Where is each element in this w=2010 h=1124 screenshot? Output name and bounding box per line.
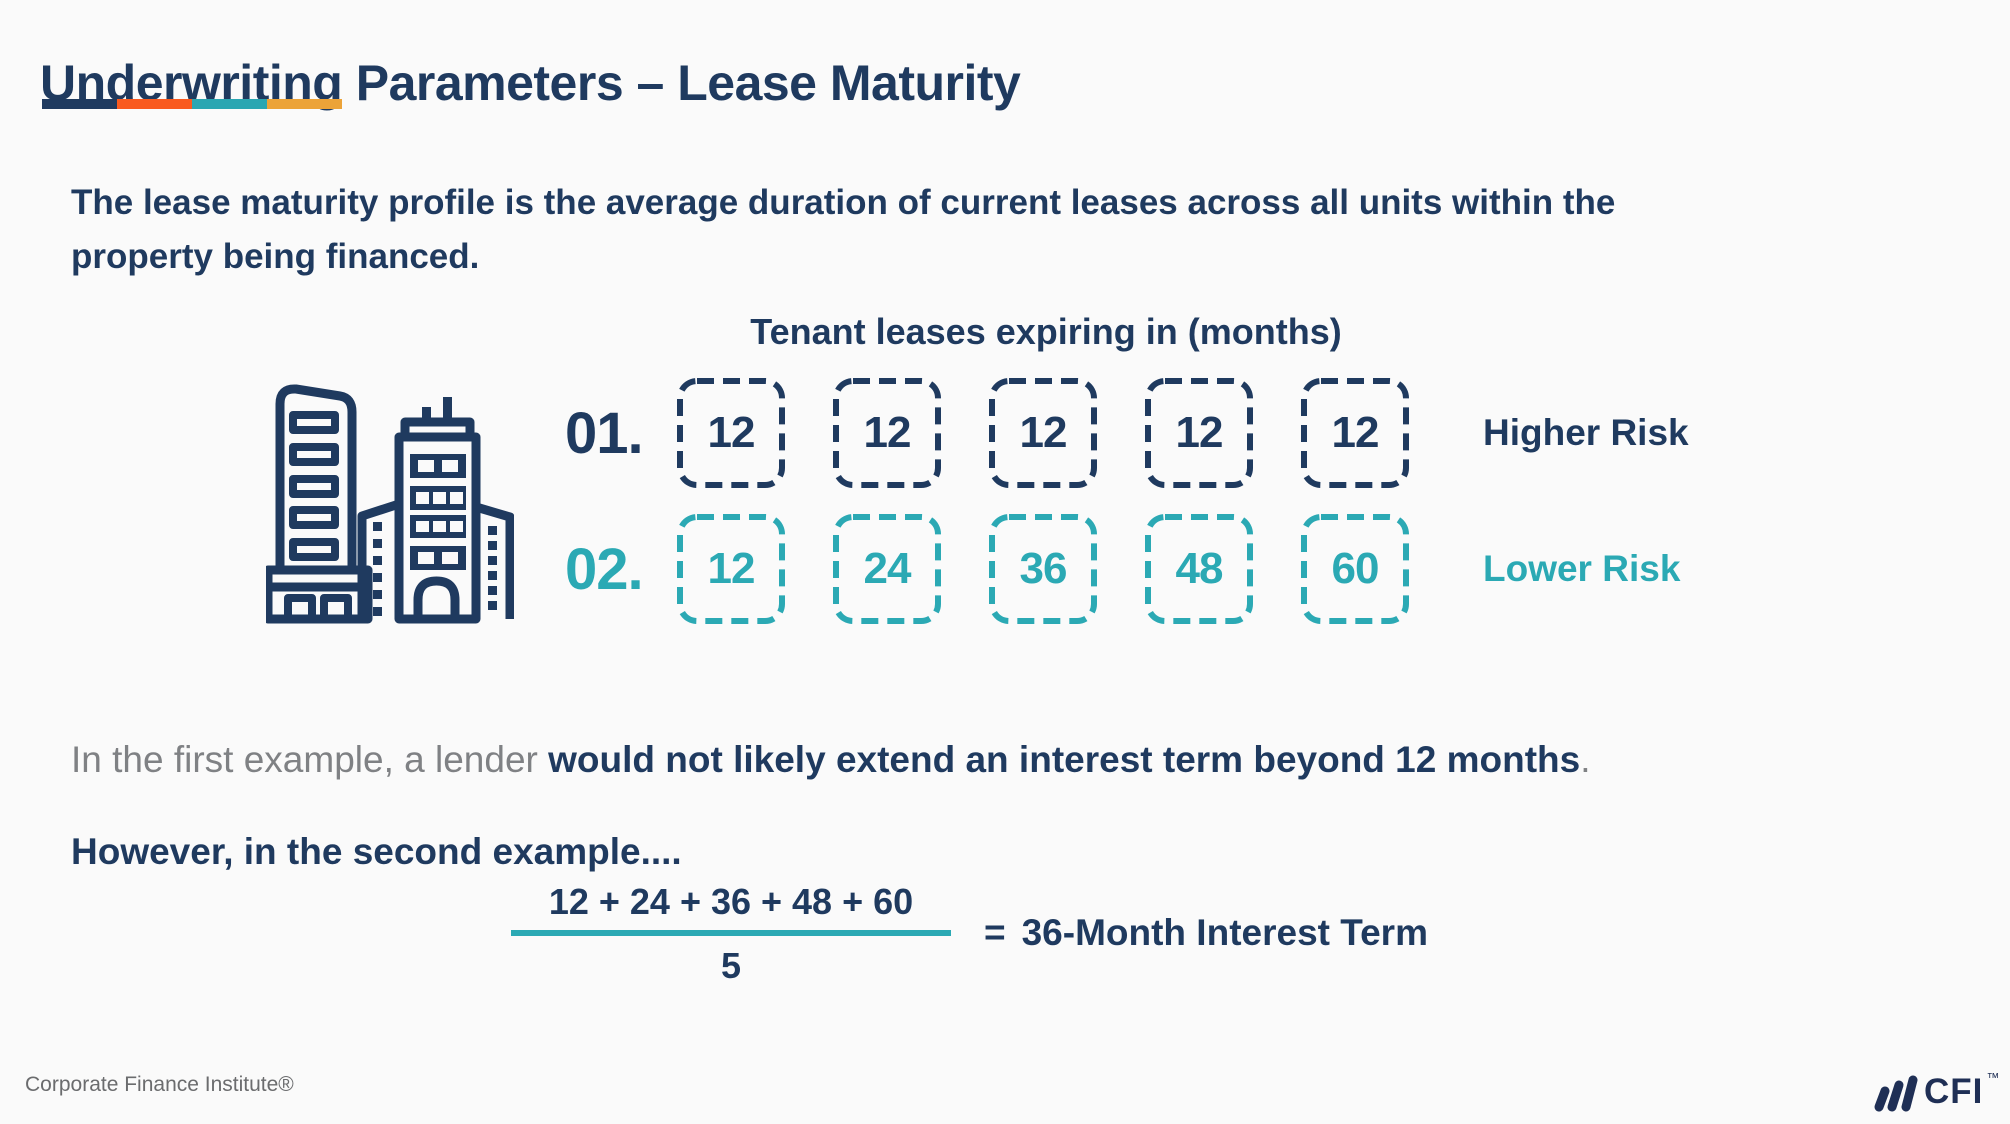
example-1-text: In the first example, a lender would not… [71,737,1591,783]
diagram-heading: Tenant leases expiring in (months) [750,311,1342,352]
lease-box-value: 24 [863,544,912,593]
example-1-bold: would not likely extend an interest term… [548,739,1581,780]
risk-label-higher: Higher Risk [1483,412,1689,453]
accent-segment-red [117,99,192,109]
row-1-boxes: 12 12 12 12 12 [677,378,1409,488]
equals-sign: = [984,912,1006,953]
lease-box: 12 [1145,378,1253,488]
accent-segment-amber [267,99,342,109]
buildings-icon [266,384,514,624]
lease-box: 12 [989,378,1097,488]
formula-numerator: 12 + 24 + 36 + 48 + 60 [548,881,914,922]
example-1-prefix: In the first example, a lender [71,739,549,780]
row-2-index: 02. [565,536,644,602]
lease-box-value: 48 [1175,544,1224,593]
cfi-logo: CFI ™ [1870,1070,2000,1114]
lease-box: 60 [1301,514,1409,624]
lease-box-value: 36 [1019,544,1068,593]
trademark-symbol: ™ [1986,1070,2000,1085]
row-2-boxes: 12 24 36 48 60 [677,514,1409,624]
formula-fraction: 12 + 24 + 36 + 48 + 60 5 [511,880,951,988]
intro-text: The lease maturity profile is the averag… [71,176,1615,284]
lease-box: 12 [677,514,785,624]
result-text: 36-Month Interest Term [1021,912,1428,953]
example-1-suffix: . [1580,739,1591,780]
lease-box-value: 12 [707,544,756,593]
lease-box-value: 12 [1331,408,1380,457]
fraction-divider-line [511,930,951,936]
example-2-text: However, in the second example.... [71,831,682,872]
accent-segment-teal [192,99,267,109]
risk-label-lower: Lower Risk [1483,548,1681,589]
lease-box: 12 [833,378,941,488]
cfi-logo-text: CFI [1924,1072,1984,1111]
cfi-logo-bars-icon [1874,1075,1918,1112]
intro-line-1: The lease maturity profile is the averag… [71,183,1616,222]
lease-box: 36 [989,514,1097,624]
lease-box-value: 12 [1175,408,1224,457]
lease-box: 24 [833,514,941,624]
intro-line-2: property being financed. [71,237,480,276]
formula-denominator: 5 [720,945,742,986]
lease-box-value: 60 [1331,544,1380,593]
footer-attribution: Corporate Finance Institute® [25,1073,294,1096]
formula-result: = 36-Month Interest Term [984,910,1428,956]
title-accent-bar [42,99,342,109]
row-1-index: 01. [565,400,644,466]
lease-box: 12 [1301,378,1409,488]
lease-box: 12 [677,378,785,488]
lease-row-2: 02. 12 24 36 48 60 Lower Risk [565,514,1680,624]
accent-segment-navy [42,99,117,109]
lease-box-value: 12 [707,408,756,457]
lease-row-1: 01. 12 12 12 12 12 Higher Risk [565,378,1689,488]
lease-box-value: 12 [863,408,912,457]
lease-box: 48 [1145,514,1253,624]
lease-box-value: 12 [1019,408,1068,457]
